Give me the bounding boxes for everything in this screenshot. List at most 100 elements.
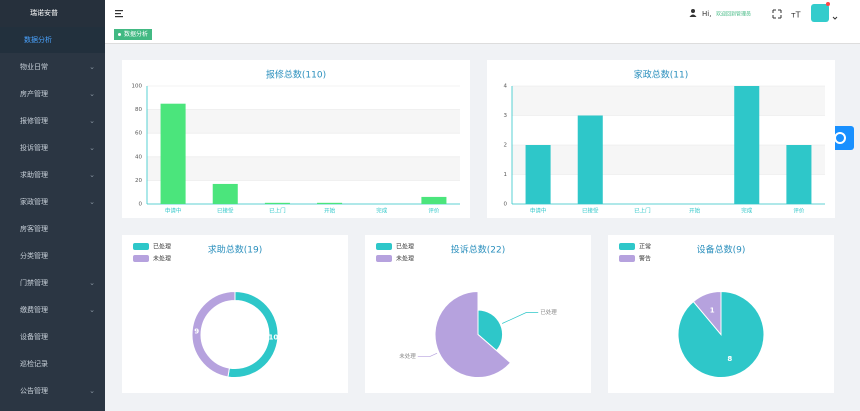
slice-label: 已处理 (540, 308, 557, 316)
menu-item[interactable]: 数据分析 (0, 27, 105, 53)
menu-item[interactable]: 物业日常 ⌄ (0, 54, 105, 80)
settings-button[interactable] (826, 126, 854, 150)
legend-swatch (619, 243, 635, 250)
x-tick-label: 申请中 (165, 207, 182, 215)
menu-label: 公告管理 (20, 387, 48, 395)
x-tick-label: 已接受 (217, 207, 234, 215)
chart-title: 设备总数(9) (697, 244, 746, 256)
slice (692, 291, 722, 336)
menu-label: 物业日常 (20, 63, 48, 71)
greeting: Hi, (702, 10, 711, 18)
menu-item[interactable]: 投诉管理 ⌄ (0, 135, 105, 161)
chart: 0 20 40 60 80 100 申请中 已接受 已上门 开始 完成 评价 (132, 84, 460, 215)
value-label: 10 (268, 334, 278, 342)
bar (525, 145, 551, 204)
menu-item[interactable]: 分类管理 (0, 243, 105, 269)
menu-item[interactable]: 门禁管理 ⌄ (0, 270, 105, 296)
y-tick-label: 20 (135, 178, 142, 184)
menu-label: 巡检记录 (20, 360, 48, 368)
menu-item[interactable]: 公告管理 ⌄ (0, 378, 105, 404)
menu-label: 求助管理 (20, 171, 48, 179)
expand-arrow: ⌄ (89, 387, 95, 395)
y-tick-label: 3 (504, 113, 508, 119)
grid-band (512, 86, 825, 116)
menu-toggle[interactable] (115, 10, 123, 18)
menu-label: 设备管理 (20, 333, 48, 341)
tab-bar: 数据分析 (105, 27, 860, 44)
bar (317, 202, 343, 204)
menu-item[interactable]: 巡检记录 (0, 351, 105, 377)
grid-band (512, 145, 825, 175)
menu-label: 房客管理 (20, 225, 48, 233)
bar (421, 196, 447, 204)
x-tick-label: 开始 (324, 207, 336, 215)
menu-item[interactable]: 缴费管理 ⌄ (0, 297, 105, 323)
x-tick-label: 已接受 (582, 207, 599, 215)
x-tick-label: 申请中 (530, 207, 547, 215)
menu-item[interactable]: 房产管理 ⌄ (0, 81, 105, 107)
y-tick-label: 4 (504, 84, 508, 90)
menu-label: 投诉管理 (20, 144, 48, 152)
y-tick-label: 40 (135, 154, 142, 160)
fullscreen-icon[interactable] (772, 9, 782, 19)
chart-title: 报修总数(110) (266, 69, 326, 81)
menu-item[interactable]: 设备管理 (0, 324, 105, 350)
x-tick-label: 评价 (428, 207, 440, 215)
x-tick-label: 已上门 (269, 207, 286, 215)
value-label: 8 (727, 355, 732, 363)
card (608, 235, 834, 393)
legend-swatch (133, 243, 149, 250)
legend-label: 已处理 (153, 243, 171, 251)
value-label: 9 (194, 327, 199, 335)
bar (264, 202, 290, 204)
grid-band (147, 133, 460, 157)
label-line (502, 312, 539, 324)
grid-band (512, 115, 825, 145)
card (487, 60, 835, 218)
legend-swatch (376, 255, 392, 262)
card (122, 60, 470, 218)
y-tick-label: 100 (132, 84, 143, 90)
menu-item[interactable]: 报修管理 ⌄ (0, 108, 105, 134)
y-tick-label: 0 (139, 202, 143, 208)
menu-label: 门禁管理 (20, 279, 48, 287)
y-tick-label: 1 (504, 172, 508, 178)
expand-arrow: ⌄ (89, 171, 95, 179)
menu-label: 房产管理 (20, 90, 48, 98)
bar (160, 103, 186, 204)
bar (212, 183, 238, 204)
user-name: 欢迎回到管理员 (716, 11, 751, 18)
slice (677, 291, 765, 379)
legend-label: 警告 (639, 255, 651, 263)
menu-label: 数据分析 (24, 36, 52, 44)
menu-item[interactable]: 房客管理 (0, 216, 105, 242)
legend-label: 正常 (639, 243, 651, 251)
header-icons: Hi, 欢迎回到管理员 тT (115, 2, 838, 22)
expand-arrow: ⌄ (89, 306, 95, 314)
header: Hi, 欢迎回到管理员 тT (105, 0, 860, 28)
y-tick-label: 0 (504, 202, 508, 208)
menu-item[interactable]: 求助管理 ⌄ (0, 162, 105, 188)
expand-arrow: ⌄ (89, 63, 95, 71)
menu-label: 家政管理 (20, 198, 48, 206)
legend-label: 未处理 (153, 255, 171, 263)
chart-title: 家政总数(11) (634, 69, 688, 81)
expand-arrow: ⌄ (89, 279, 95, 287)
avatar[interactable] (811, 4, 829, 22)
user-icon (691, 9, 695, 13)
legend-swatch (619, 255, 635, 262)
font-size-icon[interactable]: тT (791, 11, 801, 20)
x-tick-label: 完成 (376, 207, 388, 215)
label-line (417, 352, 438, 357)
slice (477, 309, 504, 352)
slice (434, 291, 512, 379)
tab[interactable]: 数据分析 (114, 29, 153, 40)
slice-label: 未处理 (399, 352, 416, 360)
menu-item[interactable]: 家政管理 ⌄ (0, 189, 105, 215)
x-tick-label: 评价 (793, 207, 805, 215)
